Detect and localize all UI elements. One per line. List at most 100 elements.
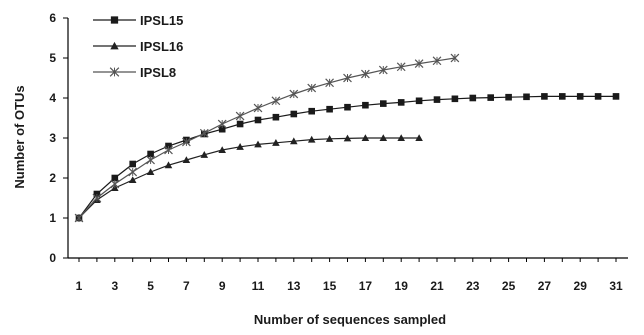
data-point-triangle [146,168,155,176]
x-tick-label: 19 [395,279,409,293]
x-tick-label: 29 [574,279,588,293]
data-point-square [254,116,262,124]
data-point-triangle [379,134,388,142]
data-point-square [236,120,244,128]
data-point-square [594,93,602,100]
data-point-triangle [110,41,119,50]
x-tick-label: 1 [76,279,83,293]
x-tick-label: 31 [609,279,623,293]
data-point-x [74,213,84,223]
series-ipsl15 [75,93,620,222]
data-point-x [182,137,191,147]
data-point-triangle [272,139,280,146]
data-point-x [217,119,227,129]
data-point-x [289,89,299,99]
y-tick-label: 4 [49,91,56,105]
data-point-square [290,110,298,118]
legend-label: IPSL15 [140,13,183,28]
legend-item-ipsl16: IPSL16 [93,39,183,54]
data-point-square [433,96,441,103]
data-point-x [109,67,120,77]
x-tick-label: 11 [252,279,265,293]
y-tick-label: 1 [49,211,56,225]
data-point-x [199,128,209,138]
x-tick-label: 3 [111,279,118,293]
data-point-x [271,96,281,106]
series-ipsl8 [74,53,460,223]
series-layer [74,53,620,223]
data-point-x [235,111,245,121]
data-point-triangle [200,151,209,158]
data-point-triangle [325,135,334,142]
data-point-x [92,193,102,203]
data-point-square [111,174,119,182]
data-point-square [344,103,351,111]
y-tick-label: 6 [49,11,56,25]
data-point-x [253,103,263,113]
data-point-square [272,113,280,121]
data-point-square [576,93,584,100]
series-line [78,137,420,219]
x-tick-label: 5 [147,279,154,293]
data-point-square [218,125,226,133]
data-point-x [396,62,406,72]
x-tick-label: 15 [323,279,337,293]
data-point-square [362,101,369,109]
x-tick-label: 21 [430,279,444,293]
data-point-triangle [236,143,244,150]
data-point-square [326,105,333,113]
data-point-square [559,93,566,100]
data-point-x [414,59,424,68]
data-point-square [487,94,494,101]
data-point-square [110,16,119,24]
data-point-square [469,94,477,102]
data-point-x [378,65,388,75]
data-point-x [325,78,334,88]
data-point-x [450,53,460,63]
data-point-square [129,160,136,168]
x-tick-label: 7 [183,279,190,293]
data-point-x [361,69,370,79]
y-tick-label: 2 [49,171,56,185]
data-point-square [415,97,423,105]
data-point-square [147,150,154,158]
y-tick-label: 5 [49,51,56,65]
data-point-square [541,93,548,100]
data-point-square [93,190,101,198]
data-point-triangle [218,146,226,154]
x-tick-label: 27 [538,279,552,293]
data-point-x [164,145,173,155]
x-tick-label: 9 [219,279,226,293]
data-point-triangle [164,161,173,169]
legend-item-ipsl15: IPSL15 [93,13,183,28]
data-point-triangle [307,135,316,143]
legend-item-ipsl8: IPSL8 [93,65,176,80]
data-point-triangle [128,176,137,184]
x-tick-label: 25 [502,279,516,293]
data-point-triangle [415,134,423,142]
data-point-x [146,155,155,165]
y-axis-title: Number of OTUs [12,85,27,188]
data-point-x [432,56,442,66]
legend-label: IPSL16 [140,39,183,54]
x-tick-label: 17 [359,279,373,293]
data-point-square [380,100,387,107]
data-point-square [505,93,512,101]
x-axis-title: Number of sequences sampled [254,312,446,327]
data-point-triangle [254,140,262,148]
data-point-square [165,142,172,150]
series-line [78,95,616,219]
data-point-x [110,179,120,189]
x-tick-label: 23 [466,279,480,293]
data-point-square [523,93,530,101]
data-point-triangle [343,134,352,142]
data-point-x [128,167,138,177]
series-ipsl16 [75,134,423,222]
data-point-triangle [397,134,405,142]
series-line [78,57,455,219]
data-point-triangle [290,137,298,145]
data-point-x [343,73,352,83]
y-tick-label: 0 [49,251,56,265]
